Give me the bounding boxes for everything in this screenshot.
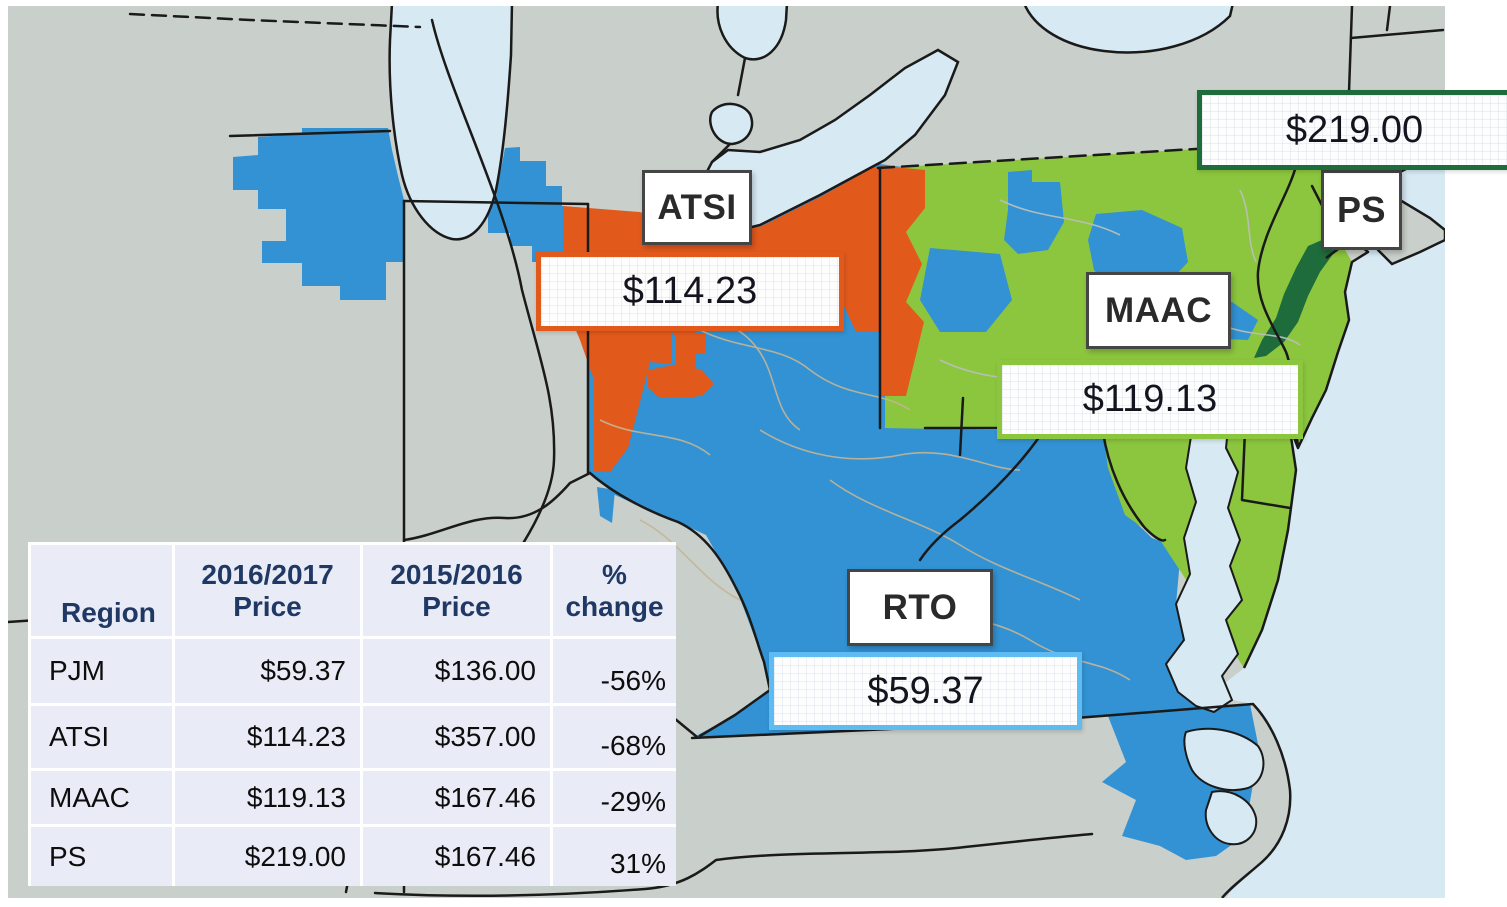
table-row-pjm-region: PJM (31, 639, 172, 703)
column-header-2015-2016-price: 2015/2016 Price (363, 545, 550, 636)
table-row-ps-pct-change: 31% (553, 827, 676, 886)
table-row-atsi-region: ATSI (31, 706, 172, 768)
table-row-maac-region: MAAC (31, 771, 172, 824)
table-row-maac-price-2016-2017: $119.13 (175, 771, 360, 824)
pamlico-sound (1204, 790, 1258, 846)
rto-price-box: $59.37 (769, 652, 1082, 730)
maac-region-label: MAAC (1086, 272, 1231, 349)
maac-price-value: $119.13 (1082, 378, 1218, 420)
ps-price-box: $219.00 (1197, 90, 1507, 170)
atsi-price-box: $114.23 (536, 252, 844, 331)
region-comed-shape (233, 128, 404, 300)
atsi-region-label: ATSI (642, 170, 752, 245)
table-row-atsi-pct-change: -68% (553, 706, 676, 768)
table-row-ps-price-2015-2016: $167.46 (363, 827, 550, 886)
rto-region-label: RTO (847, 569, 993, 646)
table-row-maac-price-2015-2016: $167.46 (363, 771, 550, 824)
column-header-pct-change: % change (553, 545, 676, 636)
rto-label-text: RTO (882, 587, 958, 627)
table-row-ps-price-2016-2017: $219.00 (175, 827, 360, 886)
atsi-label-text: ATSI (657, 187, 737, 227)
ps-price-value: $219.00 (1285, 108, 1424, 151)
state-borders (6, 4, 1445, 897)
ps-label-text: PS (1336, 189, 1387, 230)
lake-st-clair (709, 102, 754, 146)
table-row-pjm-price-2015-2016: $136.00 (363, 639, 550, 703)
table-row-maac-pct-change: -29% (553, 771, 676, 824)
region-atsi-patch-2 (648, 364, 714, 398)
column-header-region: Region (31, 545, 172, 636)
albemarle-sound (1183, 727, 1265, 791)
maac-price-box: $119.13 (997, 360, 1303, 439)
outer-banks-coastline (1221, 703, 1292, 899)
table-row-atsi-price-2015-2016: $357.00 (363, 706, 550, 768)
region-rto-patch-ohio-inlet (597, 487, 615, 523)
table-row-atsi-price-2016-2017: $114.23 (175, 706, 360, 768)
maac-label-text: MAAC (1105, 290, 1212, 330)
lake-erie (698, 48, 960, 242)
table-row-ps-region: PS (31, 827, 172, 886)
region-rto-patch-pa-1 (920, 248, 1012, 332)
column-header-2016-2017-price: 2016/2017 Price (175, 545, 360, 636)
lake-michigan (388, 1, 514, 241)
table-row-pjm-pct-change: -56% (553, 639, 676, 703)
chesapeake-bay (1164, 426, 1244, 714)
rto-price-value: $59.37 (867, 669, 984, 712)
atsi-price-value: $114.23 (622, 270, 758, 312)
ps-region-label: PS (1321, 170, 1402, 250)
price-comparison-table: Region 2016/2017 Price 2015/2016 Price %… (28, 542, 676, 886)
table-row-pjm-price-2016-2017: $59.37 (175, 639, 360, 703)
lake-ontario (1022, 1, 1235, 54)
